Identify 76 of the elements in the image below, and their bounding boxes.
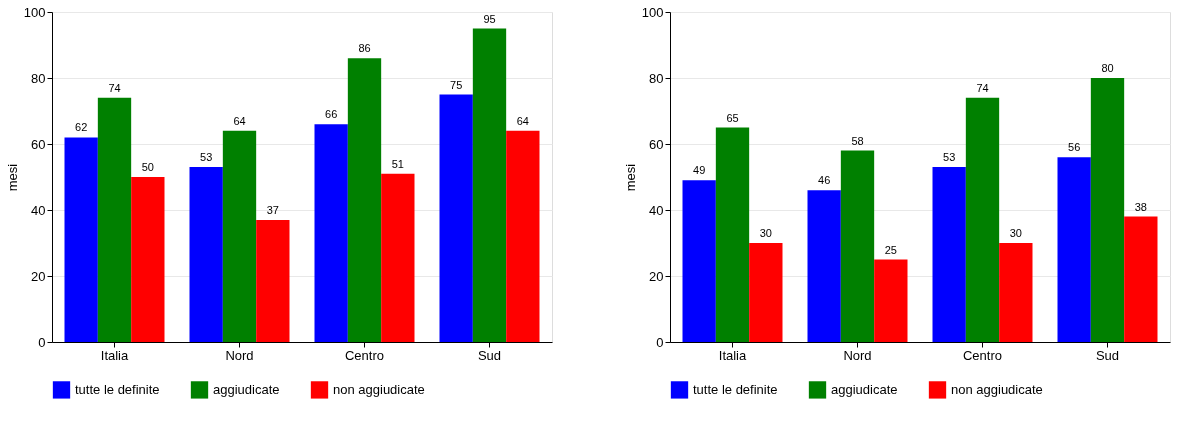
bar: [1057, 157, 1091, 342]
data-label: 58: [851, 134, 864, 147]
bar: [807, 190, 841, 342]
x-tick-label: Italia: [718, 347, 747, 363]
y-tick-label: 20: [649, 268, 664, 284]
data-label: 30: [1009, 227, 1022, 239]
bar: [965, 97, 1000, 342]
y-tick-label: 40: [31, 202, 46, 218]
x-tick-label: Nord: [225, 347, 254, 363]
data-label: 62: [75, 121, 88, 134]
data-label: 49: [693, 164, 706, 177]
data-label: 75: [450, 78, 463, 91]
x-tick-label: Sud: [477, 347, 502, 363]
bar: [932, 167, 966, 342]
y-tick-label: 40: [649, 202, 664, 218]
data-label: 46: [818, 174, 831, 187]
bar: [472, 28, 507, 342]
bar: [439, 94, 473, 342]
y-tick-label: 100: [641, 4, 664, 20]
y-tick-label: 20: [31, 268, 46, 284]
bar: [97, 97, 132, 342]
data-label: 74: [976, 81, 989, 94]
bar: [381, 173, 415, 342]
data-label: 25: [884, 243, 897, 256]
legend-label: aggiudicate: [213, 381, 280, 397]
legend-label: aggiudicate: [831, 381, 898, 397]
data-label: 80: [1101, 62, 1114, 74]
bar: [1124, 216, 1158, 342]
y-tick-label: 60: [649, 136, 664, 152]
bar: [189, 167, 223, 342]
bar: [131, 177, 165, 342]
data-label: 30: [759, 227, 772, 239]
bar: [874, 259, 908, 342]
data-label: 50: [141, 161, 154, 173]
legend-label: non aggiudicate: [333, 381, 425, 397]
data-label: 51: [391, 157, 404, 170]
y-axis-title: mesi: [622, 163, 638, 192]
y-tick-label: 100: [23, 4, 46, 20]
data-label: 53: [200, 151, 213, 164]
x-tick-label: Centro: [962, 347, 1003, 363]
data-label: 64: [233, 114, 246, 127]
bar: [347, 58, 382, 342]
data-label: 95: [483, 12, 496, 25]
bar: [682, 180, 716, 342]
data-label: 86: [358, 42, 371, 55]
legend-label: non aggiudicate: [951, 381, 1043, 397]
x-tick-label: Nord: [843, 347, 872, 363]
bar: [715, 127, 750, 342]
data-label: 74: [108, 81, 121, 94]
x-tick-label: Centro: [344, 347, 385, 363]
bar: [222, 130, 257, 342]
y-tick-label: 0: [38, 334, 46, 350]
data-label: 64: [516, 114, 529, 127]
y-tick-label: 0: [656, 334, 664, 350]
y-tick-label: 80: [31, 70, 46, 86]
data-label: 53: [943, 151, 956, 164]
data-label: 65: [726, 111, 739, 124]
y-axis-title: mesi: [4, 163, 20, 192]
x-tick-label: Sud: [1095, 347, 1120, 363]
data-label: 56: [1068, 141, 1081, 154]
bar: [1090, 78, 1125, 342]
data-label: 37: [266, 203, 279, 216]
bar: [314, 124, 348, 342]
bar: [999, 243, 1033, 342]
y-tick-label: 80: [649, 70, 664, 86]
legend-label: tutte le definite: [693, 381, 778, 397]
legend-label: tutte le definite: [75, 381, 160, 397]
bar: [749, 243, 783, 342]
bar: [506, 130, 540, 342]
bar: [840, 150, 875, 342]
bar: [64, 137, 98, 342]
data-label: 66: [325, 108, 338, 121]
bar: [256, 219, 290, 342]
x-tick-label: Italia: [100, 347, 129, 363]
data-label: 38: [1134, 200, 1147, 213]
y-tick-label: 60: [31, 136, 46, 152]
